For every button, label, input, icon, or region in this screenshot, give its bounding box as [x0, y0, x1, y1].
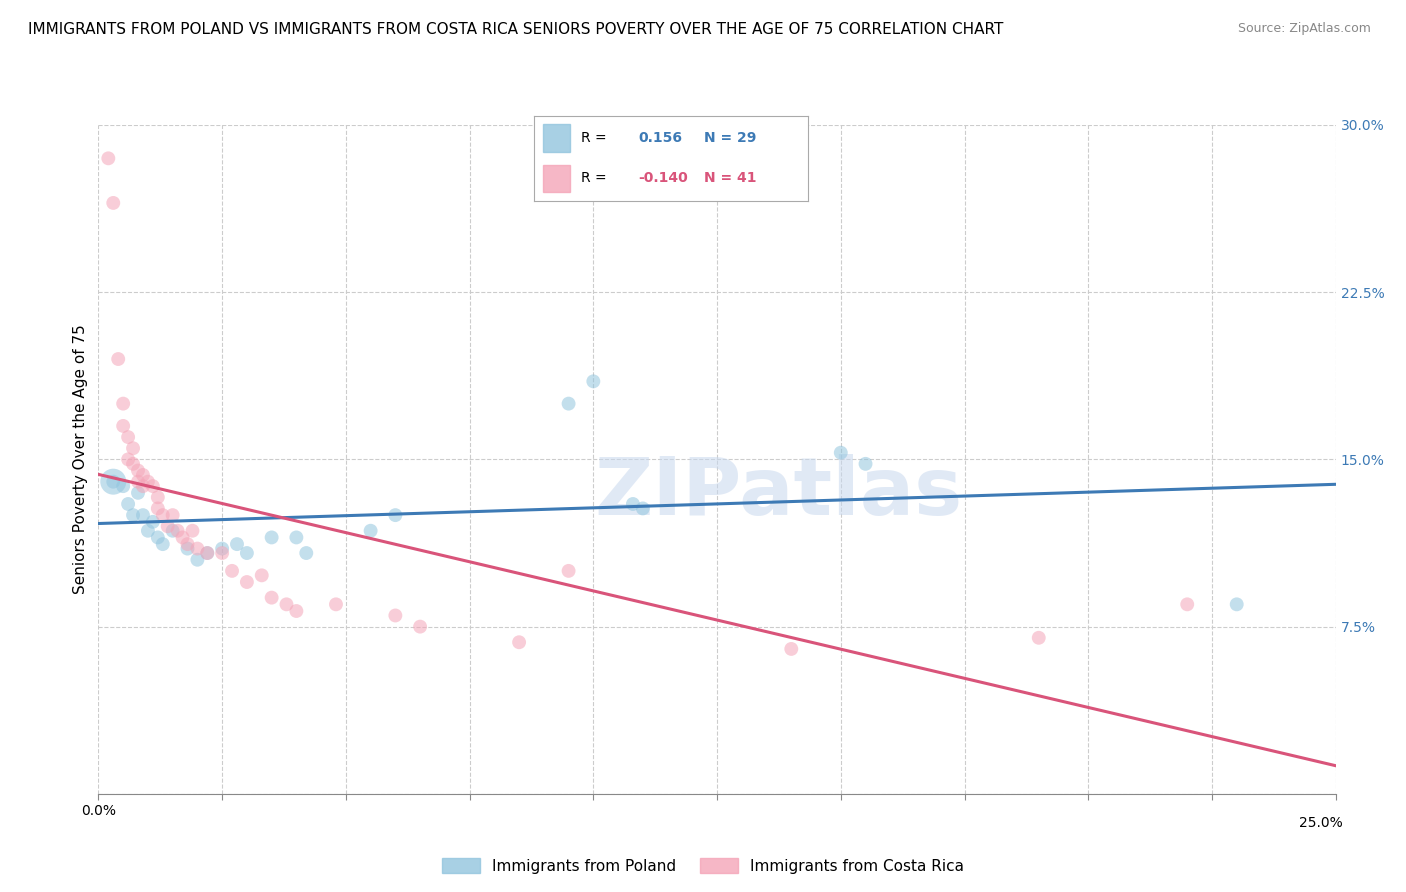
- Point: [855, 457, 877, 471]
- Point: [127, 475, 149, 489]
- Point: [1175, 598, 1198, 612]
- Text: Source: ZipAtlas.com: Source: ZipAtlas.com: [1237, 22, 1371, 36]
- Text: 0.156: 0.156: [638, 130, 682, 145]
- Point: [1028, 631, 1050, 645]
- Point: [103, 195, 125, 210]
- Point: [146, 530, 169, 544]
- Point: [186, 541, 208, 556]
- Point: [295, 546, 318, 560]
- Point: [221, 564, 243, 578]
- Point: [117, 430, 139, 444]
- Point: [260, 530, 283, 544]
- Text: R =: R =: [581, 130, 606, 145]
- Point: [166, 524, 188, 538]
- Point: [112, 396, 135, 410]
- Point: [1226, 598, 1249, 612]
- Point: [195, 546, 218, 560]
- Point: [780, 642, 803, 657]
- Point: [127, 485, 149, 500]
- Point: [156, 519, 179, 533]
- Text: ZIPatlas: ZIPatlas: [595, 454, 963, 532]
- Text: N = 29: N = 29: [704, 130, 756, 145]
- Point: [384, 608, 406, 623]
- Point: [360, 524, 382, 538]
- Point: [117, 452, 139, 467]
- Legend: Immigrants from Poland, Immigrants from Costa Rica: Immigrants from Poland, Immigrants from …: [436, 852, 970, 880]
- Point: [162, 508, 184, 523]
- Point: [103, 475, 125, 489]
- Text: -0.140: -0.140: [638, 171, 688, 185]
- Point: [112, 418, 135, 433]
- Point: [132, 467, 155, 482]
- Point: [132, 508, 155, 523]
- Bar: [543, 124, 569, 152]
- Point: [127, 464, 149, 478]
- Text: R =: R =: [581, 171, 606, 185]
- Bar: [543, 165, 569, 192]
- Point: [621, 497, 644, 511]
- Point: [122, 442, 145, 455]
- Point: [325, 598, 347, 612]
- Point: [236, 574, 259, 589]
- Text: 25.0%: 25.0%: [1299, 816, 1343, 830]
- Point: [186, 552, 208, 567]
- Point: [142, 515, 165, 529]
- Point: [117, 497, 139, 511]
- Point: [631, 501, 654, 516]
- Point: [285, 530, 308, 544]
- Point: [112, 479, 135, 493]
- Point: [152, 537, 174, 551]
- Point: [107, 351, 129, 366]
- Point: [384, 508, 406, 523]
- Point: [236, 546, 259, 560]
- Point: [152, 508, 174, 523]
- Point: [211, 541, 233, 556]
- Point: [176, 537, 198, 551]
- Point: [162, 524, 184, 538]
- Text: IMMIGRANTS FROM POLAND VS IMMIGRANTS FROM COSTA RICA SENIORS POVERTY OVER THE AG: IMMIGRANTS FROM POLAND VS IMMIGRANTS FRO…: [28, 22, 1004, 37]
- Point: [122, 508, 145, 523]
- Y-axis label: Seniors Poverty Over the Age of 75: Seniors Poverty Over the Age of 75: [73, 325, 89, 594]
- Point: [97, 152, 120, 166]
- Point: [146, 490, 169, 504]
- Point: [132, 479, 155, 493]
- Point: [142, 479, 165, 493]
- Point: [582, 375, 605, 389]
- Point: [830, 446, 852, 460]
- Point: [226, 537, 249, 551]
- Point: [285, 604, 308, 618]
- Point: [409, 619, 432, 633]
- Point: [276, 598, 298, 612]
- Point: [557, 396, 579, 410]
- Point: [260, 591, 283, 605]
- Point: [195, 546, 218, 560]
- Point: [211, 546, 233, 560]
- Point: [172, 530, 194, 544]
- Point: [557, 564, 579, 578]
- Point: [250, 568, 273, 582]
- Point: [181, 524, 204, 538]
- Point: [122, 457, 145, 471]
- Point: [136, 475, 159, 489]
- Point: [508, 635, 530, 649]
- Point: [103, 475, 125, 489]
- Point: [146, 501, 169, 516]
- Point: [136, 524, 159, 538]
- Point: [176, 541, 198, 556]
- Text: N = 41: N = 41: [704, 171, 756, 185]
